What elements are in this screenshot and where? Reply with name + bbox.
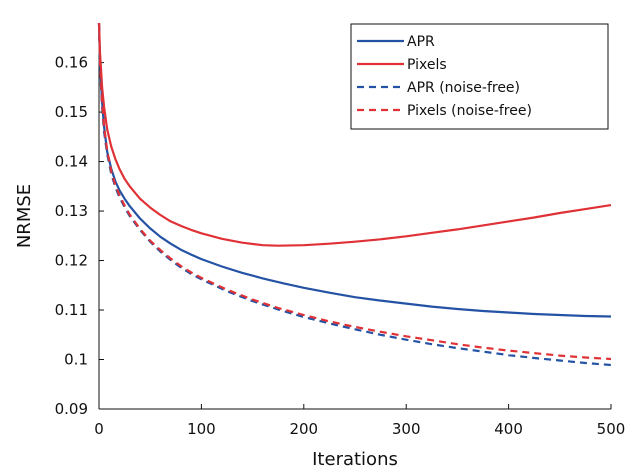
y-tick-label: 0.13 (55, 202, 88, 220)
y-tick-label: 0.15 (55, 103, 88, 121)
legend-label: Pixels (407, 57, 447, 73)
series-line-3 (97, 22, 612, 361)
series-line-0 (97, 22, 612, 318)
y-tick-label: 0.16 (55, 54, 88, 72)
y-tick-label: 0.14 (55, 153, 88, 171)
plot-area: 0 100 200 300 400 500 0.09 0.1 0.11 0.12 0.13 0.14… (55, 22, 625, 438)
y-tick-label: 0.12 (55, 252, 88, 270)
legend: APR Pixels APR (noise-free) Pixels (noise-f… (350, 23, 609, 130)
y-tick-label: 0.11 (55, 301, 88, 319)
x-tick-label: 200 (289, 420, 318, 438)
y-ticks: 0.09 0.1 0.11 0.12 0.13 0.14 0.15 0.16 (55, 54, 104, 418)
x-tick-label: 0 (94, 420, 104, 438)
x-tick-label: 400 (494, 420, 523, 438)
legend-label: Pixels (noise-free) (407, 103, 532, 119)
y-axis-title: NRMSE (14, 184, 35, 248)
x-ticks: 0 100 200 300 400 500 (94, 404, 625, 438)
x-tick-label: 500 (597, 420, 626, 438)
x-tick-label: 300 (392, 420, 421, 438)
series-line-1 (97, 22, 612, 247)
legend-items: APR Pixels APR (noise-free) Pixels (noise-f… (357, 34, 532, 119)
legend-label: APR (noise-free) (407, 80, 520, 96)
x-tick-label: 100 (187, 420, 216, 438)
y-tick-label: 0.1 (64, 351, 88, 369)
x-axis-title: Iterations (312, 449, 398, 470)
y-tick-label: 0.09 (55, 400, 88, 418)
series-lines (97, 22, 612, 367)
legend-box (350, 23, 609, 130)
legend-label: APR (407, 34, 435, 50)
